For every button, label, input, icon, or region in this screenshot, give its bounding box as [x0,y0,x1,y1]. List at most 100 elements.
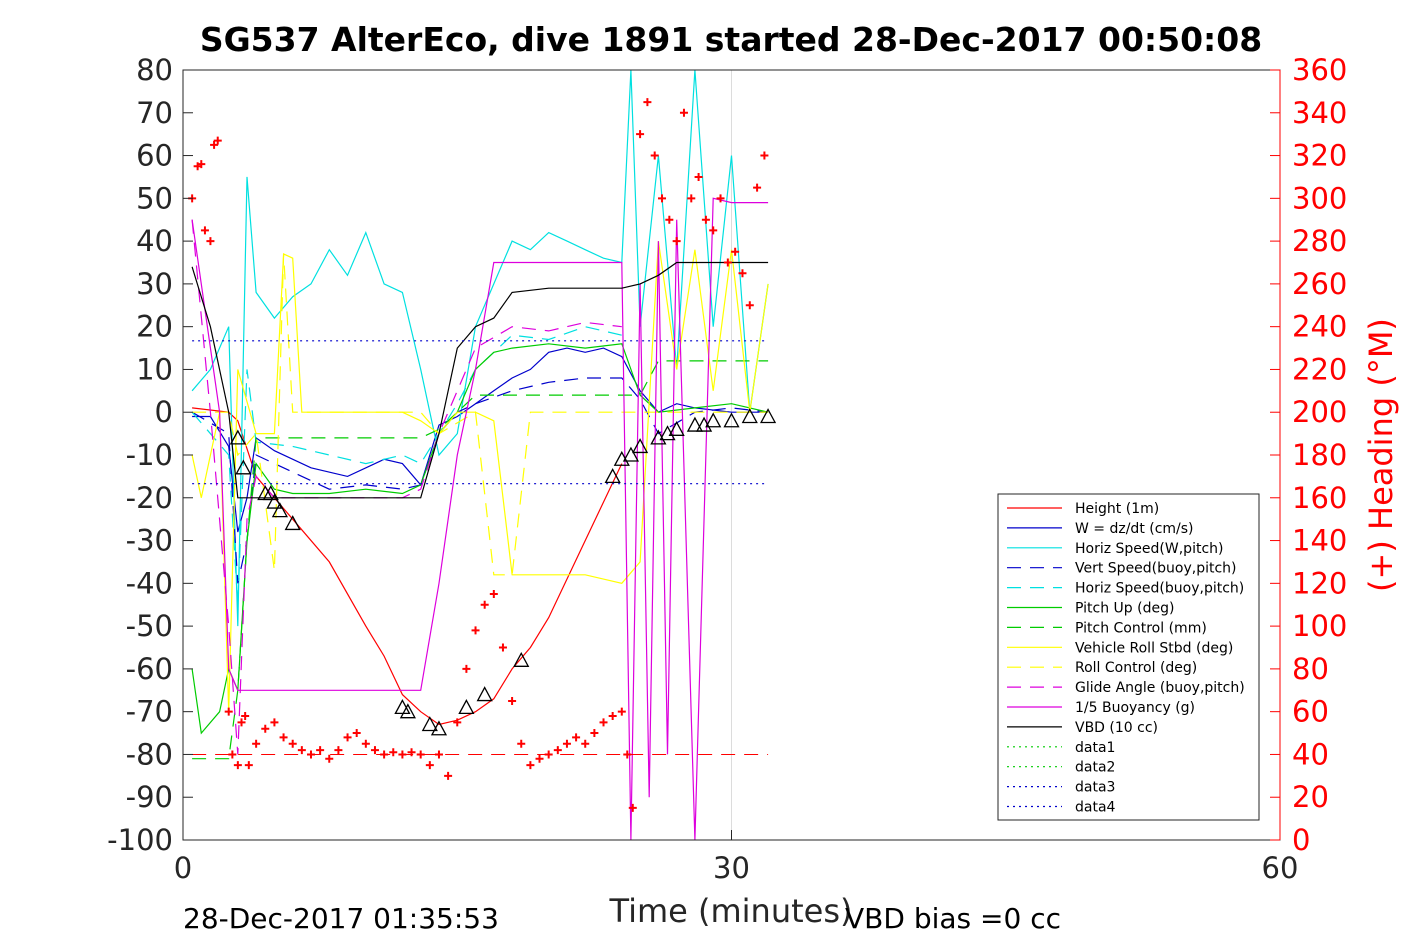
heading-point [206,237,215,246]
series-line-1-5-buoyancy-g [191,197,769,841]
y-tick-label: 0 [155,395,173,429]
legend-label: data2 [1075,760,1115,776]
marker-layer [229,408,777,736]
heading-point [701,215,710,224]
y2-tick-label: 160 [1292,481,1347,515]
axes: -100-90-80-70-60-50-40-30-20-10010203040… [107,53,1347,885]
heading-point [480,600,489,609]
series-line-roll-control-deg [192,253,769,576]
heading-point [508,696,517,705]
heading-point [526,761,535,770]
legend-label: W = dz/dt (cm/s) [1075,521,1194,537]
y2-tick-label: 220 [1292,352,1347,386]
heading-point [334,746,343,755]
y2-tick-label: 80 [1292,652,1329,686]
y2-tick-label: 240 [1292,310,1347,344]
heading-point [228,750,237,759]
glider-marker [284,515,301,531]
glider-marker [271,502,288,518]
glider-marker [723,412,740,428]
heading-point [213,136,222,145]
heading-point [200,226,209,235]
heading-point [316,746,325,755]
x-tick-label: 60 [1262,851,1299,885]
y-tick-label: -20 [126,481,173,515]
y2-tick-label: 340 [1292,96,1347,130]
heading-point [233,761,242,770]
heading-point [608,711,617,720]
heading-point [562,739,571,748]
heading-point [716,194,725,203]
y-tick-label: 20 [136,310,173,344]
heading-point [407,748,416,757]
heading-point [665,215,674,224]
y-tick-label: -30 [126,524,173,558]
y2-tick-label: 280 [1292,224,1347,258]
legend-label: data1 [1075,740,1115,756]
footer-vbd-bias: VBD bias =0 cc [845,902,1061,935]
heading-point [416,750,425,759]
heading-point [370,746,379,755]
x-axis-label: Time (minutes) [609,892,853,930]
heading-point [224,707,233,716]
glider-marker [705,412,722,428]
legend-label: 1/5 Buoyancy (g) [1075,700,1195,716]
y-tick-label: -100 [107,823,173,857]
heading-point [643,98,652,107]
glider-marker [266,493,283,509]
heading-point [687,194,696,203]
heading-point [352,729,361,738]
heading-point [738,269,747,278]
heading-point [745,301,754,310]
glider-marker [631,438,649,454]
y2-tick-label: 20 [1292,780,1329,814]
heading-point [380,750,389,759]
heading-point [731,247,740,256]
glider-marker [262,485,279,501]
heading-point [628,803,637,812]
heading-point [544,750,553,759]
heading-point [658,194,667,203]
legend-label: Horiz Speed(buoy,pitch) [1075,581,1244,597]
y2-tick-label: 360 [1292,53,1347,87]
series-line-vbd-10-cc [191,261,769,499]
heading-point [398,750,407,759]
y-tick-label: 50 [136,181,173,215]
y-tick-label: -70 [126,695,173,729]
chart-title: SG537 AlterEco, dive 1891 started 28-Dec… [200,20,1262,59]
heading-point [210,140,219,149]
heading-point [617,707,626,716]
x-tick-label: 0 [174,851,192,885]
legend-label: VBD (10 cc) [1075,720,1158,736]
y-tick-label: -40 [126,566,173,600]
heading-point [679,108,688,117]
glider-marker [394,699,411,715]
series-line-pitch-up-deg [191,343,769,735]
legend-label: data4 [1075,800,1116,816]
heading-point [279,733,288,742]
y-tick-label: 80 [136,53,173,87]
heading-point [599,718,608,727]
heading-point [650,151,659,160]
heading-point [306,750,315,759]
heading-point [581,739,590,748]
y-tick-label: -60 [126,652,173,686]
y-tick-label: 40 [136,224,173,258]
y2-tick-label: 200 [1292,395,1347,429]
glider-marker [235,459,252,475]
legend-label: Pitch Control (mm) [1075,620,1207,636]
heading-point [241,711,250,720]
y2-tick-label: 0 [1292,823,1310,857]
glider-marker [604,468,621,484]
y-tick-label: 70 [136,96,173,130]
y-tick-label: -90 [126,780,173,814]
heading-point [489,590,498,599]
heading-point [623,750,632,759]
glider-marker [399,703,416,719]
legend-label: Glide Angle (buoy,pitch) [1075,680,1245,696]
heading-point [553,746,562,755]
right-axis-label: (+) Heading (°M) [1362,318,1400,592]
glider-marker [686,416,704,432]
y-tick-label: -80 [126,737,173,771]
heading-point [760,151,769,160]
